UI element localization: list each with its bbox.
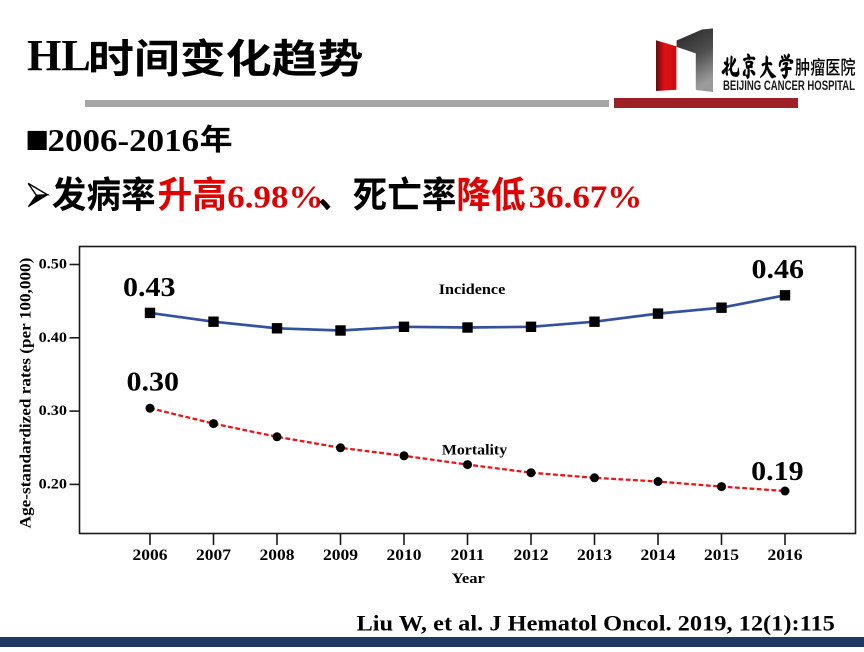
svg-text:2015: 2015 bbox=[704, 546, 739, 564]
svg-text:2011: 2011 bbox=[450, 546, 484, 564]
svg-text:Mortality: Mortality bbox=[442, 442, 508, 458]
svg-text:2008: 2008 bbox=[260, 546, 295, 564]
svg-text:2013: 2013 bbox=[577, 546, 612, 564]
svg-text:2009: 2009 bbox=[323, 546, 358, 564]
svg-text:Year: Year bbox=[452, 571, 485, 587]
svg-text:0.30: 0.30 bbox=[127, 367, 179, 397]
svg-text:2006-2016: 2006-2016 bbox=[48, 123, 200, 158]
svg-text:0.20: 0.20 bbox=[39, 476, 68, 492]
svg-text:2016: 2016 bbox=[768, 546, 803, 564]
svg-text:2006: 2006 bbox=[133, 546, 168, 564]
svg-text:HL: HL bbox=[27, 31, 91, 80]
svg-text:0.30: 0.30 bbox=[39, 403, 68, 419]
svg-text:2010: 2010 bbox=[387, 546, 422, 564]
svg-text:0.50: 0.50 bbox=[39, 256, 68, 272]
svg-text:0.46: 0.46 bbox=[752, 254, 804, 284]
svg-text:Age-standardized rates (per 10: Age-standardized rates (per 100,000) bbox=[16, 258, 34, 529]
svg-text:BEIJING CANCER HOSPITAL: BEIJING CANCER HOSPITAL bbox=[723, 78, 855, 93]
svg-text:Liu W, et al. J Hematol Oncol.: Liu W, et al. J Hematol Oncol. 2019, 12(… bbox=[357, 611, 835, 636]
svg-text:2014: 2014 bbox=[641, 546, 677, 564]
svg-text:0.19: 0.19 bbox=[751, 456, 803, 486]
svg-text:0.40: 0.40 bbox=[39, 329, 68, 345]
svg-text:6.98%: 6.98% bbox=[227, 180, 323, 215]
svg-text:0.43: 0.43 bbox=[123, 272, 175, 302]
svg-text:2012: 2012 bbox=[514, 546, 549, 564]
svg-text:2007: 2007 bbox=[196, 546, 231, 564]
svg-text:36.67%: 36.67% bbox=[529, 180, 643, 215]
svg-text:Incidence: Incidence bbox=[439, 282, 506, 298]
